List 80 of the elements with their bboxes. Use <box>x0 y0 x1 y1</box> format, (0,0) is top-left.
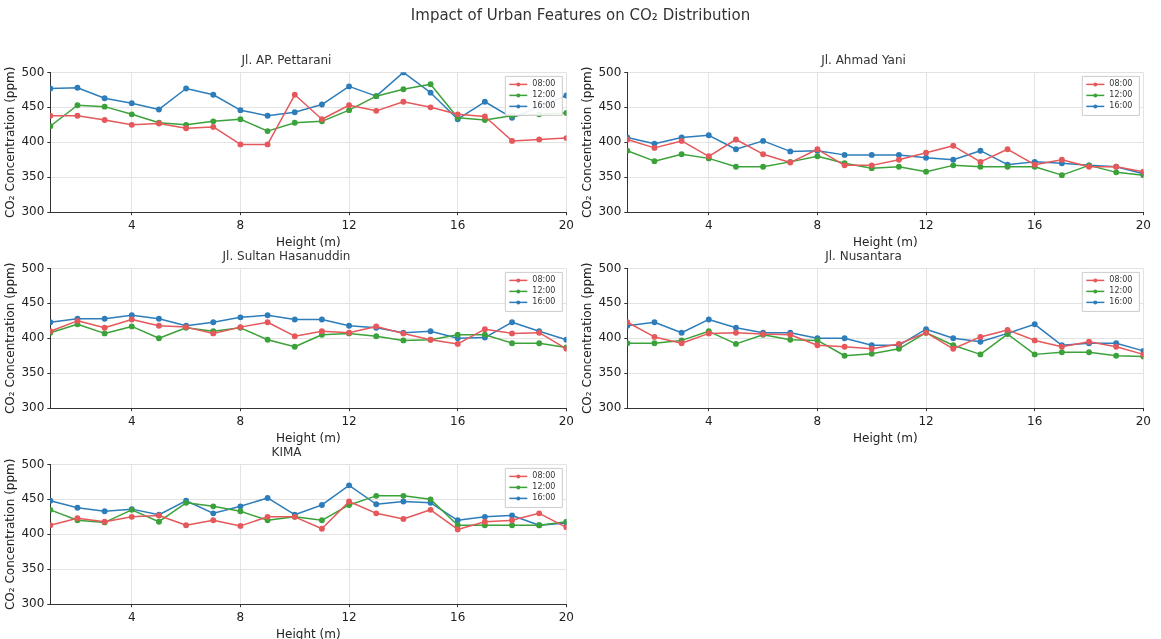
legend-label: 12:00 <box>1109 286 1133 296</box>
text: Impact of Urban Features on CO₂ Distribution <box>409 6 752 24</box>
x-tick-label: 20 <box>558 217 575 232</box>
y-axis-title: CO₂ Concentration (ppm) <box>580 66 595 219</box>
x-tick-label: 20 <box>1135 413 1152 428</box>
legend-label: 08:00 <box>532 79 556 89</box>
x-tick-label: 16 <box>1027 217 1043 232</box>
y-tick-label: 300 <box>598 204 622 219</box>
x-tick-label: 12 <box>341 217 357 232</box>
y-tick-label: 450 <box>598 295 622 310</box>
y-axis-title: CO₂ Concentration (ppm) <box>3 262 18 415</box>
x-axis-title: Height (m) <box>276 234 341 249</box>
x-axis-title: Height (m) <box>853 430 918 445</box>
legend-label: 12:00 <box>532 482 556 492</box>
x-tick-label: 4 <box>704 413 713 428</box>
y-tick-label: 400 <box>598 134 622 149</box>
legend-label: 16:00 <box>532 101 556 111</box>
y-tick-label: 350 <box>598 365 622 380</box>
legend-label: 16:00 <box>1109 101 1133 111</box>
x-tick-label: 4 <box>704 217 713 232</box>
x-tick-label: 16 <box>450 217 466 232</box>
y-axis-title: CO₂ Concentration (ppm) <box>3 458 18 611</box>
legend-label: 08:00 <box>532 471 556 481</box>
y-tick-label: 450 <box>598 99 622 114</box>
x-tick-label: 8 <box>236 609 245 624</box>
y-tick-label: 350 <box>21 169 45 184</box>
y-tick-label: 500 <box>598 64 622 79</box>
legend-label: 12:00 <box>1109 90 1133 100</box>
x-axis-title: Height (m) <box>853 234 918 249</box>
legend-label: 12:00 <box>532 90 556 100</box>
x-tick-label: 4 <box>127 217 136 232</box>
chart-title: KIMA <box>271 445 303 460</box>
x-tick-label: 8 <box>236 413 245 428</box>
x-tick-label: 12 <box>918 413 934 428</box>
x-tick-label: 8 <box>813 413 822 428</box>
x-axis-title: Height (m) <box>276 430 341 445</box>
y-tick-label: 500 <box>21 260 45 275</box>
legend-label: 16:00 <box>1109 297 1133 307</box>
y-tick-label: 350 <box>21 365 45 380</box>
x-tick-label: 12 <box>341 413 357 428</box>
y-tick-label: 400 <box>598 330 622 345</box>
legend-label: 16:00 <box>532 493 556 503</box>
x-tick-label: 8 <box>813 217 822 232</box>
chart-title: Jl. Sultan Hasanuddin <box>221 249 351 264</box>
x-tick-label: 4 <box>127 413 136 428</box>
y-tick-label: 350 <box>598 169 622 184</box>
legend-label: 08:00 <box>1109 79 1133 89</box>
x-tick-label: 20 <box>558 609 575 624</box>
y-tick-label: 400 <box>21 134 45 149</box>
y-tick-label: 500 <box>21 456 45 471</box>
x-tick-label: 16 <box>1027 413 1043 428</box>
y-tick-label: 300 <box>598 400 622 415</box>
x-tick-label: 8 <box>236 217 245 232</box>
y-tick-label: 350 <box>21 561 45 576</box>
chart-title: Jl. Ahmad Yani <box>820 53 906 68</box>
x-tick-label: 12 <box>918 217 934 232</box>
y-tick-label: 300 <box>21 204 45 219</box>
x-tick-label: 20 <box>558 413 575 428</box>
y-tick-label: 500 <box>598 260 622 275</box>
chart-title: Jl. AP. Pettarani <box>240 53 332 68</box>
y-tick-label: 450 <box>21 491 45 506</box>
y-tick-label: 300 <box>21 400 45 415</box>
y-tick-label: 400 <box>21 526 45 541</box>
y-tick-label: 450 <box>21 295 45 310</box>
legend-label: 08:00 <box>532 275 556 285</box>
y-axis-title: CO₂ Concentration (ppm) <box>3 66 18 219</box>
legend-label: 08:00 <box>1109 275 1133 285</box>
y-axis-title: CO₂ Concentration (ppm) <box>580 262 595 415</box>
y-tick-label: 450 <box>21 99 45 114</box>
legend-label: 12:00 <box>532 286 556 296</box>
y-tick-label: 300 <box>21 596 45 611</box>
x-tick-label: 4 <box>127 609 136 624</box>
x-tick-label: 12 <box>341 609 357 624</box>
x-tick-label: 16 <box>450 413 466 428</box>
x-tick-label: 20 <box>1135 217 1152 232</box>
y-tick-label: 500 <box>21 64 45 79</box>
x-tick-label: 16 <box>450 609 466 624</box>
chart-title: Jl. Nusantara <box>824 249 902 264</box>
y-tick-label: 400 <box>21 330 45 345</box>
legend-label: 16:00 <box>532 297 556 307</box>
